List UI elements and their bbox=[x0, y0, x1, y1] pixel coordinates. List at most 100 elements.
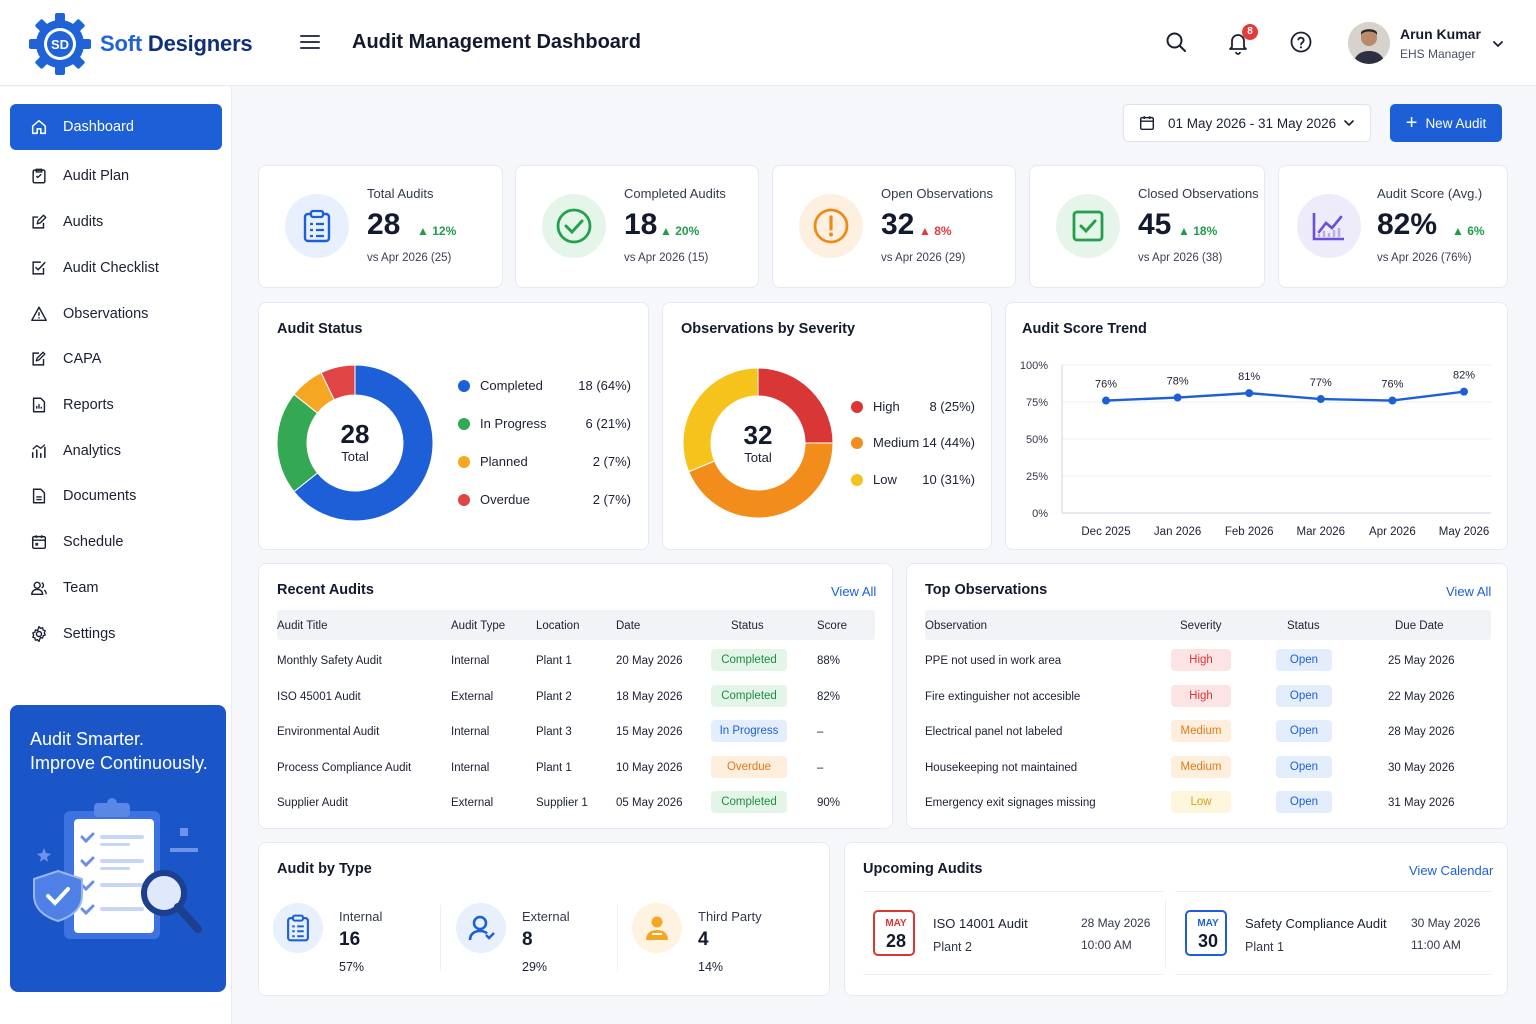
kpi-compare: vs Apr 2026 (38) bbox=[1138, 252, 1223, 264]
search-button[interactable] bbox=[1164, 30, 1188, 54]
status-badge: Overdue bbox=[711, 755, 787, 778]
date-range-picker[interactable]: 01 May 2026 - 31 May 2026 bbox=[1123, 104, 1371, 142]
due-date-cell: 30 May 2026 bbox=[1388, 761, 1455, 774]
observation-cell: Housekeeping not maintained bbox=[925, 761, 1078, 774]
type-icon-circle bbox=[632, 903, 682, 953]
plus-icon: + bbox=[1405, 112, 1418, 134]
recent-audits-view-all-link[interactable]: View All bbox=[831, 584, 877, 599]
data-point[interactable] bbox=[1460, 387, 1468, 396]
sidebar-item-analytics[interactable]: Analytics bbox=[10, 428, 222, 474]
kpi-card-audit-score[interactable]: Audit Score (Avg.) 82% ▲ 6% vs Apr 2026 … bbox=[1278, 165, 1508, 288]
type-label: Internal bbox=[339, 909, 383, 924]
upcoming-audit-item[interactable]: MAY 30 Safety Compliance Audit Plant 1 3… bbox=[1175, 891, 1491, 975]
donut-slice-in-progress[interactable] bbox=[276, 393, 319, 493]
kpi-compare: vs Apr 2026 (29) bbox=[881, 252, 966, 264]
donut-center: 28 Total bbox=[315, 419, 395, 464]
donut-total-label: Total bbox=[341, 449, 369, 464]
table-cell: ISO 45001 Audit bbox=[277, 690, 361, 703]
card-title: Audit Score Trend bbox=[1022, 321, 1147, 337]
column-header: Severity bbox=[1180, 620, 1222, 632]
sidebar-item-settings[interactable]: Settings bbox=[10, 611, 222, 657]
data-point[interactable] bbox=[1102, 396, 1110, 405]
card-title: Audit by Type bbox=[277, 861, 372, 877]
kpi-card-total-audits[interactable]: Total Audits 28 ▲ 12% vs Apr 2026 (25) bbox=[258, 165, 503, 288]
card-title: Observations by Severity bbox=[681, 321, 856, 337]
brand-logo[interactable]: SD Soft Designers bbox=[26, 10, 253, 78]
kpi-label: Total Audits bbox=[367, 186, 434, 201]
menu-toggle-button[interactable] bbox=[298, 30, 322, 54]
table-row[interactable]: Electrical panel not labeled Medium Open 28… bbox=[925, 713, 1491, 748]
upcoming-audit-item[interactable]: MAY 28 ISO 14001 Audit Plant 2 28 May 20… bbox=[863, 891, 1163, 975]
edit-icon bbox=[32, 214, 47, 229]
table-row[interactable]: ISO 45001 Audit External Plant 2 18 May 202… bbox=[277, 678, 875, 713]
trend-chart-icon bbox=[1312, 213, 1344, 241]
data-point[interactable] bbox=[1245, 389, 1254, 398]
status-badge: Completed bbox=[711, 649, 787, 671]
home-icon bbox=[31, 119, 47, 135]
clipboard-icon bbox=[303, 209, 331, 243]
table-row[interactable]: Fire extinguisher not accesible High Open 2… bbox=[925, 678, 1491, 713]
type-count: 8 bbox=[522, 929, 533, 950]
audit-status-donut-chart bbox=[276, 364, 434, 522]
kpi-card-closed-observations[interactable]: Closed Observations 45 ▲ 18% vs Apr 2026… bbox=[1029, 165, 1265, 288]
data-label: 76% bbox=[1381, 379, 1403, 391]
table-row[interactable]: PPE not used in work area High Open 25 May … bbox=[925, 642, 1491, 677]
user-menu-button[interactable] bbox=[1491, 37, 1505, 51]
kpi-label: Audit Score (Avg.) bbox=[1377, 186, 1483, 201]
severity-donut-chart bbox=[682, 367, 834, 519]
sidebar-item-label: Audit Plan bbox=[63, 168, 130, 184]
audit-by-type-card: Audit by Type Internal 16 57% External 8… bbox=[258, 842, 830, 996]
table-row[interactable]: Emergency exit signages missing Low Open 31… bbox=[925, 784, 1491, 819]
sidebar-item-audit-checklist[interactable]: Audit Checklist bbox=[10, 245, 222, 291]
sidebar-item-label: Observations bbox=[63, 306, 149, 322]
promo-text: Audit Smarter. Improve Continuously. bbox=[30, 729, 208, 773]
help-button[interactable] bbox=[1289, 30, 1313, 54]
avatar[interactable] bbox=[1348, 22, 1390, 64]
table-row[interactable]: Housekeeping not maintained Medium Open 30 … bbox=[925, 749, 1491, 784]
upcoming-time: 11:00 AM bbox=[1411, 938, 1461, 952]
table-cell: Process Compliance Audit bbox=[277, 761, 412, 774]
donut-slice-low[interactable] bbox=[682, 367, 759, 473]
table-cell: Supplier Audit bbox=[277, 797, 348, 809]
new-audit-button[interactable]: + New Audit bbox=[1390, 104, 1502, 142]
x-tick-label: Mar 2026 bbox=[1297, 526, 1346, 538]
table-row[interactable]: Process Compliance Audit Internal Plant 1 1… bbox=[277, 749, 875, 784]
legend-dot bbox=[851, 400, 863, 413]
view-calendar-link[interactable]: View Calendar bbox=[1409, 863, 1494, 878]
sidebar-item-audit-plan[interactable]: Audit Plan bbox=[10, 153, 222, 199]
kpi-label: Closed Observations bbox=[1138, 186, 1259, 201]
kpi-card-completed-audits[interactable]: Completed Audits 18 ▲ 20% vs Apr 2026 (1… bbox=[515, 165, 759, 288]
donut-center: 32 Total bbox=[718, 420, 798, 465]
donut-slice-medium[interactable] bbox=[688, 442, 834, 519]
table-row[interactable]: Monthly Safety Audit Internal Plant 1 20 Ma… bbox=[277, 642, 875, 677]
kpi-card-open-observations[interactable]: Open Observations 32 ▲ 8% vs Apr 2026 (2… bbox=[772, 165, 1016, 288]
sidebar-item-reports[interactable]: Reports bbox=[10, 382, 222, 428]
sidebar-item-team[interactable]: Team bbox=[10, 565, 222, 611]
top-observations-view-all-link[interactable]: View All bbox=[1446, 584, 1492, 599]
sidebar-item-observations[interactable]: Observations bbox=[10, 291, 222, 337]
sidebar-item-audits[interactable]: Audits bbox=[10, 199, 222, 245]
table-cell: Plant 1 bbox=[536, 655, 572, 667]
checklist-icon bbox=[32, 261, 46, 275]
table-row[interactable]: Environmental Audit Internal Plant 3 15 May… bbox=[277, 713, 875, 748]
table-cell: Environmental Audit bbox=[277, 726, 380, 738]
donut-slice-completed[interactable] bbox=[293, 364, 434, 522]
status-badge: In Progress bbox=[711, 720, 787, 742]
sidebar-item-dashboard[interactable]: Dashboard bbox=[10, 104, 222, 150]
sidebar-item-schedule[interactable]: Schedule bbox=[10, 519, 222, 565]
kpi-label: Completed Audits bbox=[624, 186, 726, 201]
page-title: Audit Management Dashboard bbox=[352, 31, 641, 53]
status-badge: Open bbox=[1276, 649, 1332, 671]
data-point[interactable] bbox=[1388, 396, 1397, 405]
sidebar-item-documents[interactable]: Documents bbox=[10, 473, 222, 519]
legend-item: High bbox=[851, 399, 900, 414]
notifications-button[interactable] bbox=[1226, 30, 1250, 56]
column-header: Status bbox=[731, 620, 764, 632]
checkbox-icon bbox=[1072, 210, 1104, 242]
donut-slice-overdue[interactable] bbox=[320, 364, 356, 401]
sidebar-item-capa[interactable]: CAPA bbox=[10, 336, 222, 382]
table-row[interactable]: Supplier Audit External Supplier 1 05 May 2… bbox=[277, 784, 875, 819]
data-point[interactable] bbox=[1173, 393, 1182, 402]
new-audit-label: New Audit bbox=[1425, 115, 1487, 131]
data-point[interactable] bbox=[1316, 395, 1325, 404]
